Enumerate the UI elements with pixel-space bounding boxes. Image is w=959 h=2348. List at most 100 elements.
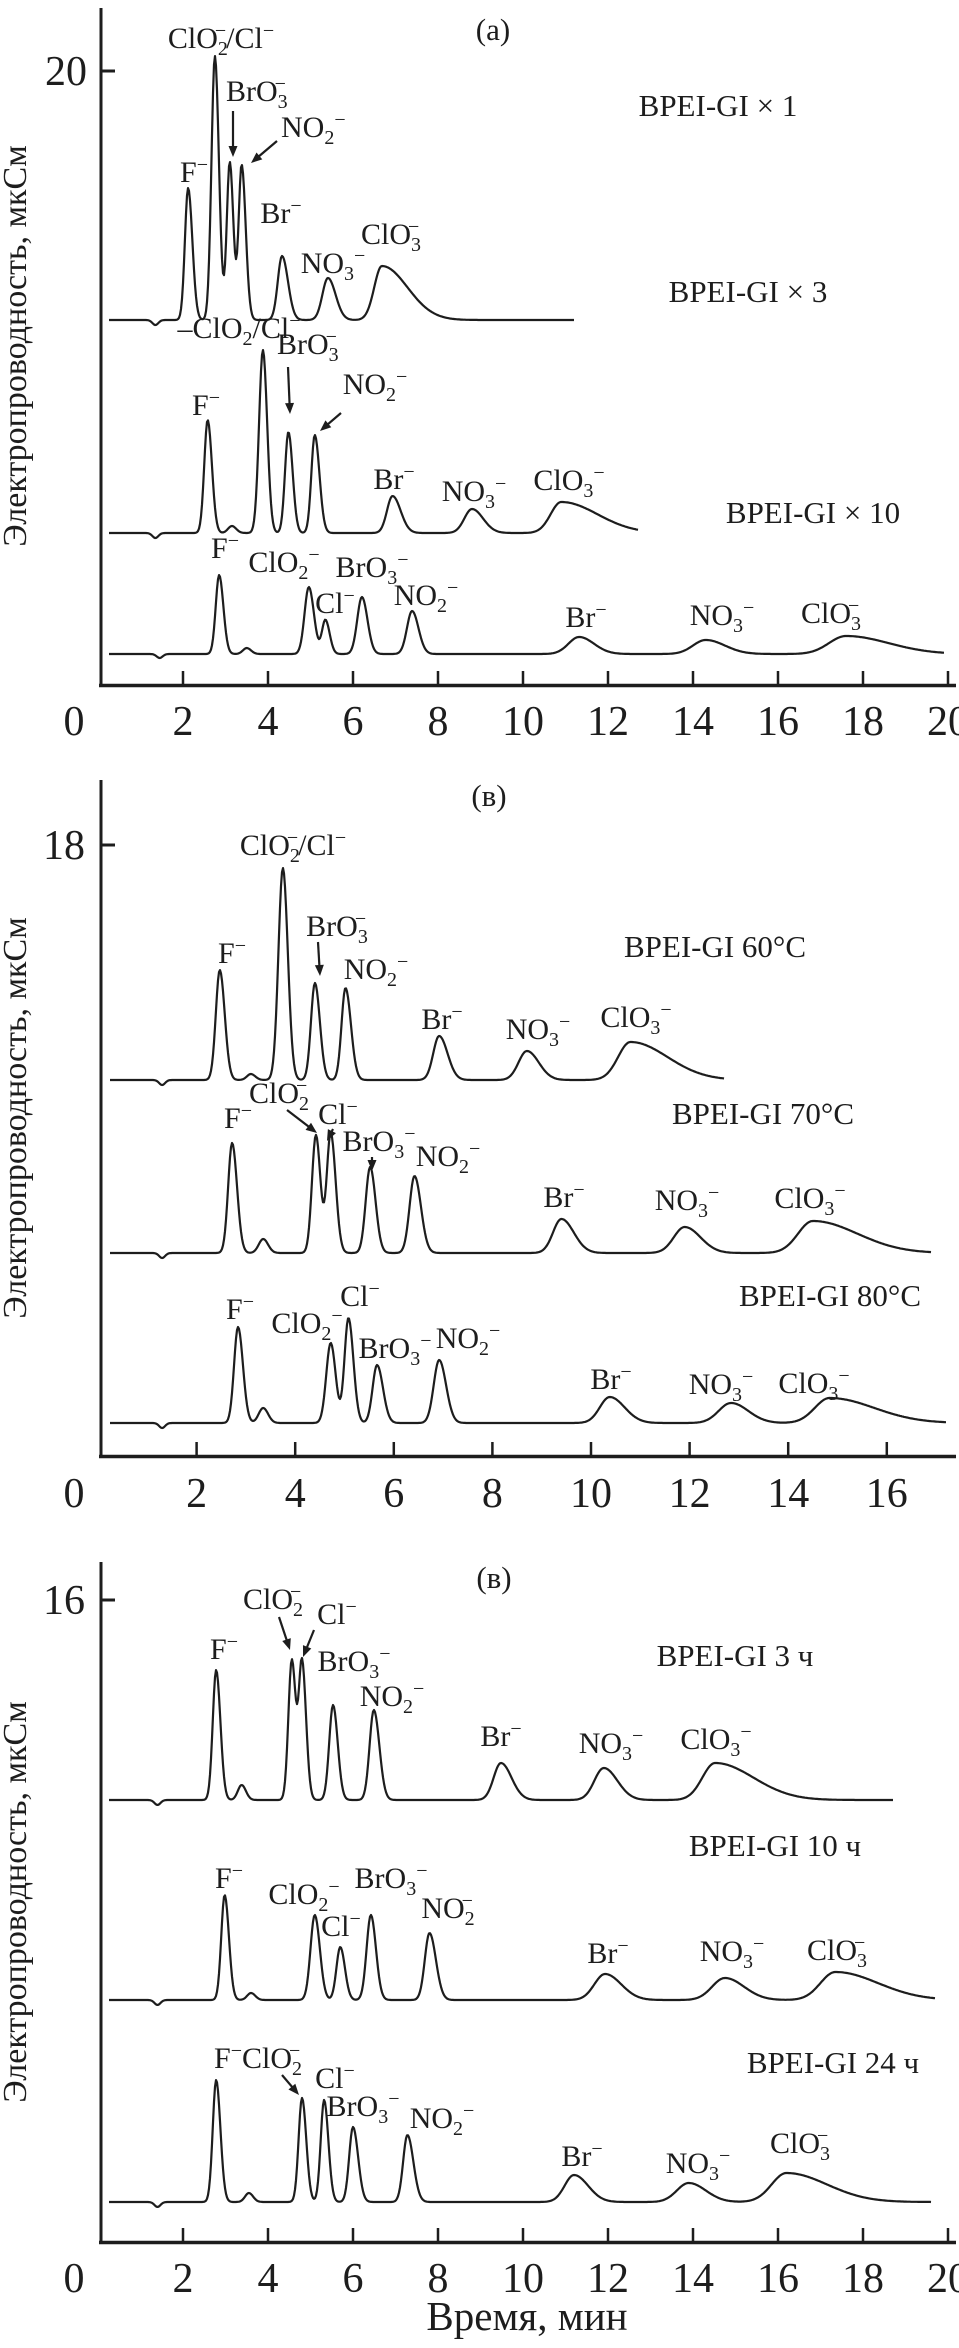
y-axis-title: Электропроводность, мкСм [0,917,34,1318]
peak-label: NO2− [360,1678,425,1718]
x-tick-label: 16 [866,1471,908,1517]
peak-label: Cl− [318,1096,358,1131]
y-tick-label: 20 [45,49,87,95]
x-tick-label: 4 [285,1471,306,1517]
peak-label: ClO3− [533,462,604,502]
chromatogram-trace [108,2079,932,2208]
peak-pointer-arrow-head [305,1122,317,1133]
peak-label: BrO3− [336,549,409,589]
peak-label: F− [192,387,220,422]
peak-label: ClO2− [243,1581,303,1621]
peak-pointer-arrow-head [285,402,295,414]
trace-BPEI-GI-×-1: ClO2−/Cl− BrO3−NO2− F− Br−NO3−ClO3− BPEI-GI … [108,20,798,327]
x-tick-label: 8 [428,2256,449,2302]
x-tick-label: 10 [502,699,544,745]
peak-label: ClO3− [680,1721,751,1761]
trace-name-label: BPEI-GI 3 ч [657,1638,814,1673]
x-tick-label: 6 [383,1471,404,1517]
peak-label: NO3− [506,1011,571,1051]
peak-label: F− [210,1631,238,1666]
panel-1: ClO2−/Cl−BrO3−NO2−F−Br−NO3−ClO3−BPEI-GI … [0,8,959,745]
peak-label: NO3− [700,1933,765,1973]
x-tick-label-zero: 0 [64,699,85,745]
peak-label: BrO3− [277,326,339,366]
peak-label: F− [180,154,208,189]
x-tick-label: 10 [502,2256,544,2302]
x-tick-label: 2 [173,699,194,745]
trace-name-label: BPEI-GI × 1 [639,88,798,123]
peak-label: NO3− [301,245,366,285]
trace-name-label: BPEI-GI 60°C [624,929,806,964]
peak-pointer-arrow-head [367,1160,377,1171]
panel-2: ClO2−/Cl− BrO3− F− NO2− Br− NO3− ClO3− BPEI-GI … [0,778,956,1517]
trace-name-label: BPEI-GI × 10 [726,495,900,530]
peak-label: NO2− [421,1890,474,1930]
peak-label: ClO3− [600,999,671,1039]
peak-label: NO2− [281,109,346,149]
x-tick-label: 16 [757,699,799,745]
peak-label: BrO3− [318,1643,391,1683]
peak-pointer-arrow-line [286,1109,313,1130]
peak-label: F− [226,1291,254,1326]
x-tick-label: 20 [927,2256,959,2302]
peak-label: Br− [373,461,414,496]
x-tick-label: 14 [672,2256,714,2302]
peak-label: Br− [590,1361,631,1396]
peak-label: NO2− [436,1320,501,1360]
peak-label: ClO2−/Cl− [168,20,274,60]
chromatogram-trace [108,55,575,327]
peak-pointer-arrow-head [320,420,332,431]
trace-BPEI-GI-×-10: F− ClO2− BrO3−Cl− NO2− Br− NO3− ClO3− BPEI-GI ×… [108,495,945,660]
trace-BPEI-GI-60°C: ClO2−/Cl− BrO3− F− NO2− Br− NO3− ClO3− BPEI-GI … [109,827,806,1087]
panel-tag: (a) [476,12,510,47]
trace-BPEI-GI-80°C: F− ClO2−Cl− BrO3− NO2− Br− NO3− ClO3− BPEI-GI 8… [109,1278,947,1430]
trace-BPEI-GI-3-ч: ClO2− Cl− F− BrO3−NO2− Br− NO3− ClO3− BPEI-GI 3… [108,1581,894,1806]
x-tick-label: 14 [672,699,714,745]
peak-label: ClO3− [774,1180,845,1220]
x-tick-label: 20 [927,699,959,745]
peak-label: –ClO2/Cl− [177,310,301,350]
x-tick-label: 14 [767,1471,809,1517]
peak-pointer-arrow-line [255,140,278,160]
peak-label: BrO3− [327,2088,400,2128]
peak-pointer-arrow-head [314,964,324,976]
peak-label: ClO3− [778,1365,849,1405]
peak-label: Br− [565,599,606,634]
trace-name-label: BPEI-GI × 3 [669,274,828,309]
x-tick-label: 10 [570,1471,612,1517]
trace-BPEI-GI-10-ч: F− ClO2−Cl− BrO3−NO2− Br− NO3− ClO3− BPEI-GI 1… [108,1828,936,2006]
peak-label: NO2− [410,2100,475,2140]
peak-label: BrO3− [226,73,288,113]
chromatogram-trace [108,349,639,540]
peak-label: NO2− [416,1138,481,1178]
peak-pointer-arrow-line [286,366,291,408]
peak-label: ClO3− [807,1932,867,1972]
panel-3: ClO2−Cl−F−BrO3−NO2−Br− NO3− ClO3−BPEI-GI 3… [0,1560,959,2302]
axes: 2 4 6 8 10 12 14 16 18 20 0 16 [43,1562,959,2302]
peak-pointer-arrow-head [288,2083,299,2095]
peak-label: Br− [421,1001,462,1036]
peak-label: F− [224,1100,252,1135]
peak-label: BrO3− [359,1330,432,1370]
peak-label: ClO3− [801,595,861,635]
peak-label: NO3− [666,2145,731,2185]
peak-pointer-arrow-head [251,152,263,163]
peak-label: NO3− [579,1725,644,1765]
x-tick-label: 12 [587,699,629,745]
panel-tag: (в) [476,1560,511,1595]
x-tick-label: 12 [587,2256,629,2302]
trace-BPEI-GI-×-3: –ClO2/Cl−BrO3−NO2− F− Br− NO3− ClO3− BPEI-GI … [108,274,828,540]
peak-pointer-arrow-line [316,941,321,970]
x-tick-label: 16 [757,2256,799,2302]
x-tick-label: 18 [842,699,884,745]
chromatogram-trace [108,574,945,660]
peak-label: BrO3− [355,1860,428,1900]
peak-label: ClO2−/Cl− [240,827,346,867]
peak-label: Cl− [315,2060,355,2095]
x-tick-label: 12 [669,1471,711,1517]
peak-pointer-arrow-line [277,1616,289,1644]
peak-label: ClO3− [770,2125,830,2165]
